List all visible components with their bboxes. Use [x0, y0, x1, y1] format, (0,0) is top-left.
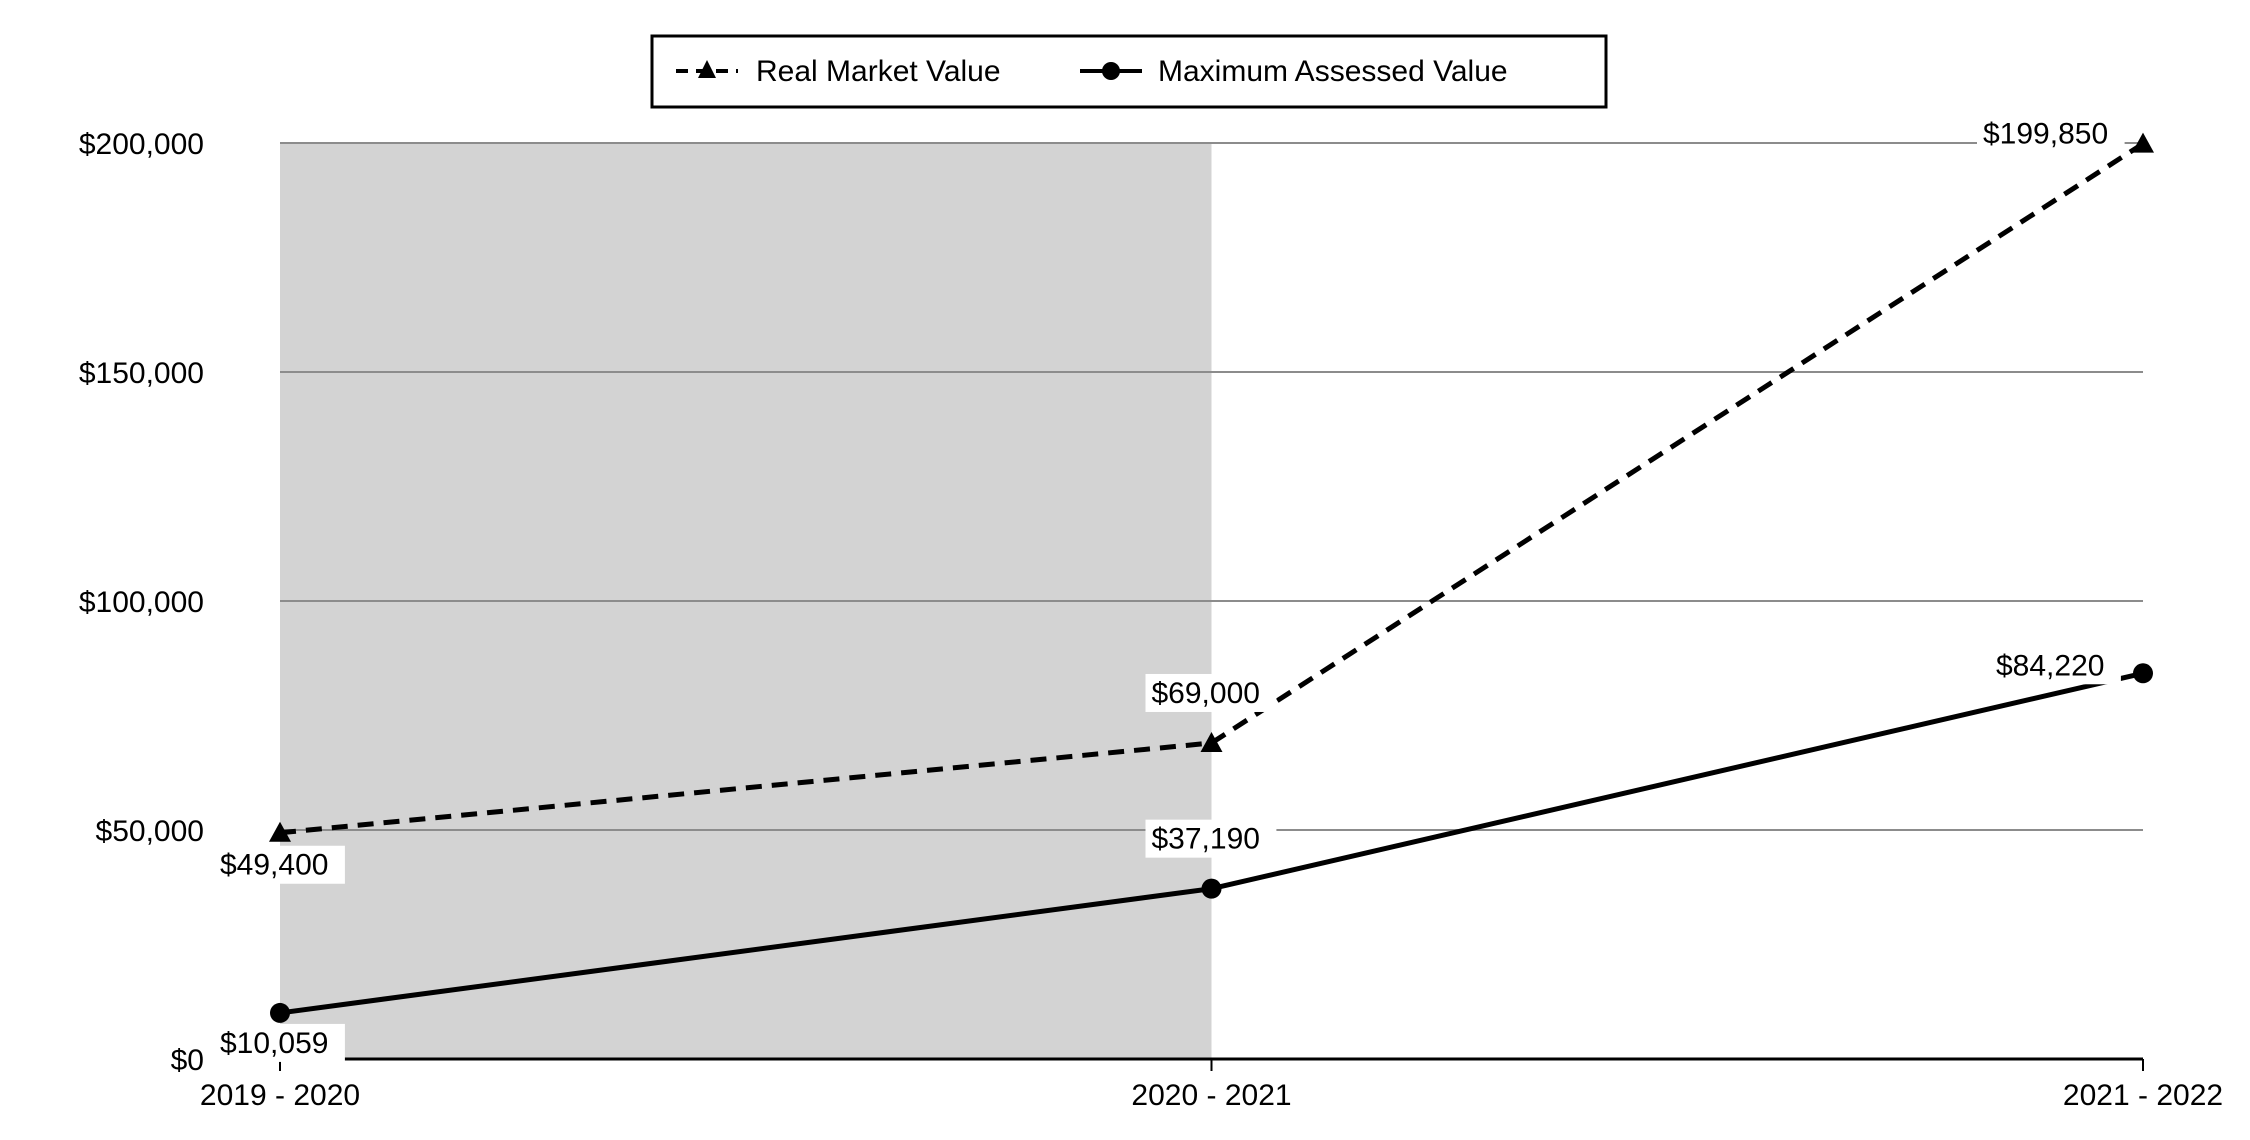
- real-market-value-point: [1200, 731, 1223, 752]
- legend-circle-marker: [1102, 62, 1120, 80]
- legend-label-max-assessed: Maximum Assessed Value: [1158, 55, 1508, 88]
- data-label-bg: [214, 1023, 345, 1062]
- legend: Real Market Value Maximum Assessed Value: [650, 34, 1608, 109]
- data-label: $69,000: [1152, 677, 1260, 710]
- series-line-real-market-value: [279, 141, 2145, 836]
- real-market-value-point: [2132, 132, 2154, 153]
- max-assessed-value-point: [2133, 663, 2153, 684]
- data-label: $84,220: [1996, 649, 2104, 682]
- data-label-bg: [214, 845, 345, 884]
- y-tick-label: $150,000: [79, 357, 204, 390]
- legend-label-real-market: Real Market Value: [756, 55, 1001, 88]
- max-assessed-value-point: [270, 1002, 290, 1023]
- data-label-bg: [1990, 646, 2121, 685]
- max-assessed-value-point: [1201, 878, 1222, 899]
- series-lines: [269, 132, 2154, 1023]
- x-tick-label: 2020 - 2021: [1131, 1079, 1291, 1112]
- data-label: $37,190: [1152, 823, 1260, 856]
- data-label-bg: [1145, 673, 1277, 712]
- x-tick-label: 2021 - 2022: [2063, 1079, 2223, 1112]
- legend-triangle-marker: [698, 60, 716, 78]
- y-tick-label: $0: [171, 1044, 204, 1077]
- real-market-value-point: [269, 821, 291, 842]
- data-label: $49,400: [220, 849, 328, 882]
- data-label-bg: [1145, 819, 1277, 858]
- y-tick-label: $100,000: [79, 586, 204, 619]
- y-tick-label: $50,000: [96, 815, 204, 848]
- data-label: $199,850: [1983, 118, 2108, 151]
- data-label-bg: [1977, 114, 2125, 153]
- data-labels: $49,400 $69,000 $199,850 $10,059 $37,190 $84,…: [214, 114, 2125, 1062]
- data-label: $10,059: [220, 1027, 328, 1060]
- x-tick-label: 2019 - 2020: [200, 1079, 360, 1112]
- axes: $0 $50,000 $100,000 $150,000 $200,000 2019 - …: [79, 128, 2223, 1112]
- y-tick-label: $200,000: [79, 128, 204, 161]
